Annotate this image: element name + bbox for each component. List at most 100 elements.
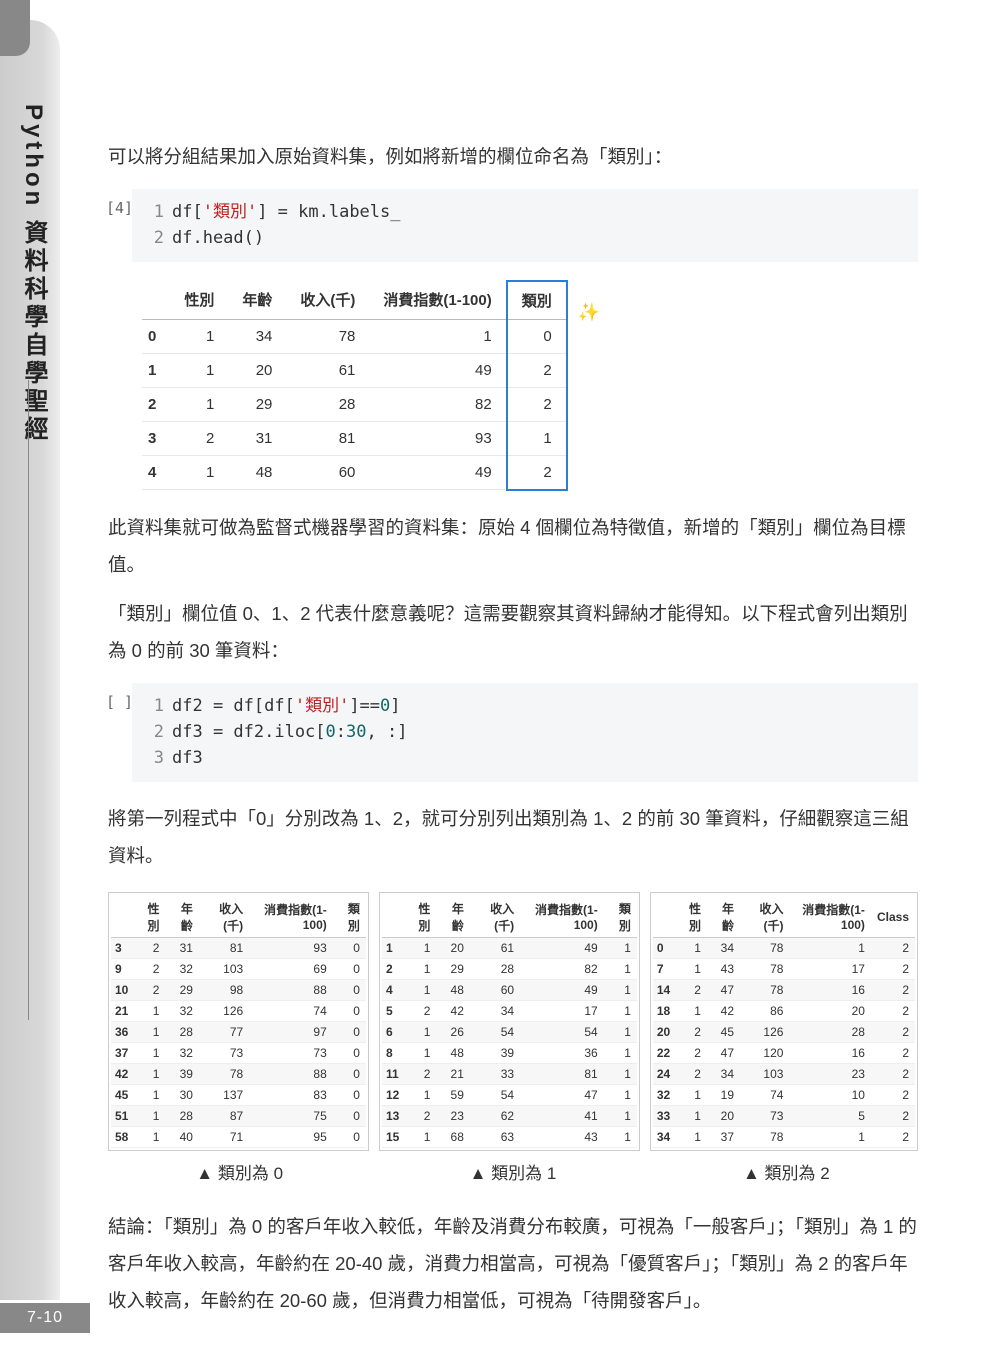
table-cell: 81 [199, 937, 249, 958]
table-cell: 1 [403, 937, 436, 958]
table-cell: 83 [249, 1084, 333, 1105]
table-cell: 78 [740, 937, 789, 958]
table-cell: 47 [707, 1042, 740, 1063]
table-cell: 2 [871, 1000, 915, 1021]
caption-class-1: 類別為 1 [381, 1159, 644, 1184]
table-cell: 4 [142, 455, 170, 490]
table-cell: 2 [871, 958, 915, 979]
table-cell: 49 [369, 455, 506, 490]
table-header: 收入(千) [286, 281, 369, 320]
table-cell: 42 [436, 1000, 469, 1021]
code-line: df3 [172, 748, 203, 768]
table-header: 年齡 [707, 897, 740, 938]
table-cell: 1 [132, 1063, 165, 1084]
table-cell: 45 [111, 1084, 132, 1105]
magic-wand-icon[interactable]: ✨ [578, 302, 600, 323]
table-cell: 59 [436, 1084, 469, 1105]
table-cell: 17 [520, 1000, 604, 1021]
table-header: 收入(千) [470, 897, 520, 938]
paragraph-2: 此資料集就可做為監督式機器學習的資料集：原始 4 個欄位為特徵值，新增的「類別」… [108, 509, 918, 583]
table-cell: 11 [382, 1063, 403, 1084]
table-cell: 36 [111, 1021, 132, 1042]
table-header: 類別 [604, 897, 637, 938]
table-cell: 1 [403, 1021, 436, 1042]
table-cell: 74 [249, 1000, 333, 1021]
table-cell: 48 [436, 979, 469, 1000]
table-header: 性別 [132, 897, 165, 938]
table-cell: 88 [249, 1063, 333, 1084]
table-header: 消費指數(1-100) [520, 897, 604, 938]
table-cell: 28 [165, 1021, 198, 1042]
table-cell: 28 [470, 958, 520, 979]
table-cell: 2 [132, 937, 165, 958]
table-cell: 2 [871, 1021, 915, 1042]
table-class-1: 性別年齡收入(千)消費指數(1-100)類別112061491212928821… [379, 892, 640, 1151]
table-header: 性別 [674, 897, 707, 938]
table-cell: 0 [333, 1000, 366, 1021]
table-cell: 1 [604, 979, 637, 1000]
table-cell: 23 [436, 1105, 469, 1126]
paragraph-conclusion: 結論：「類別」為 0 的客戶年收入較低，年齡及消費分布較廣，可視為「一般客戶」；… [108, 1208, 918, 1319]
table-cell: 33 [470, 1063, 520, 1084]
table-cell: 78 [286, 319, 369, 353]
table-cell: 12 [382, 1084, 403, 1105]
table-cell: 39 [165, 1063, 198, 1084]
table-cell: 31 [228, 421, 286, 455]
table-cell: 73 [199, 1042, 249, 1063]
table-cell: 62 [470, 1105, 520, 1126]
table-cell: 137 [199, 1084, 249, 1105]
table-cell: 1 [132, 1084, 165, 1105]
table-cell: 1 [132, 1021, 165, 1042]
table-cell: 4 [382, 979, 403, 1000]
table-cell: 2 [403, 1063, 436, 1084]
table-cell: 42 [707, 1000, 740, 1021]
table-cell: 87 [199, 1105, 249, 1126]
table-header: 年齡 [165, 897, 198, 938]
table-cell: 1 [403, 1042, 436, 1063]
paragraph-3: 「類別」欄位值 0、1、2 代表什麼意義呢？這需要觀察其資料歸納才能得知。以下程… [108, 595, 918, 669]
cell-execution-count: [4] [106, 197, 133, 220]
table-cell: 1 [382, 937, 403, 958]
table-header: 消費指數(1-100) [249, 897, 333, 938]
table-class-2: 性別年齡收入(千)消費指數(1-100)Class013478127143781… [650, 892, 918, 1151]
table-cell: 1 [674, 1084, 707, 1105]
table-cell: 39 [470, 1042, 520, 1063]
table-cell: 1 [132, 1000, 165, 1021]
table-cell: 2 [871, 1042, 915, 1063]
paragraph-4: 將第一列程式中「0」分別改為 1、2，就可分別列出類別為 1、2 的前 30 筆… [108, 800, 918, 874]
table-cell: 33 [653, 1105, 674, 1126]
table-cell: 24 [653, 1063, 674, 1084]
table-cell: 73 [249, 1042, 333, 1063]
table-cell: 2 [142, 387, 170, 421]
table-cell: 1 [674, 1126, 707, 1147]
table-cell: 2 [382, 958, 403, 979]
table-cell: 34 [470, 1000, 520, 1021]
table-cell: 41 [520, 1105, 604, 1126]
dataframe-table: 性別年齡收入(千)消費指數(1-100)類別013478101120614922… [142, 280, 568, 491]
table-cell: 8 [382, 1042, 403, 1063]
table-cell: 7 [653, 958, 674, 979]
table-cell: 34 [228, 319, 286, 353]
table-header: 年齡 [436, 897, 469, 938]
table-cell: 1 [604, 1021, 637, 1042]
table-cell: 29 [228, 387, 286, 421]
table-header [382, 897, 403, 938]
table-cell: 21 [436, 1063, 469, 1084]
table-cell: 73 [740, 1105, 789, 1126]
table-cell: 2 [674, 1042, 707, 1063]
code-line: df['類別'] = km.labels_ [172, 202, 401, 222]
paragraph-1: 可以將分組結果加入原始資料集，例如將新增的欄位命名為「類別」： [108, 138, 918, 175]
table-cell: 1 [674, 1000, 707, 1021]
table-cell: 78 [740, 1126, 789, 1147]
table-cell: 20 [707, 1105, 740, 1126]
table-cell: 54 [470, 1084, 520, 1105]
table-cell: 20 [228, 353, 286, 387]
table-cell: 34 [707, 1063, 740, 1084]
table-cell: 2 [507, 455, 567, 490]
table-cell: 45 [707, 1021, 740, 1042]
table-header [142, 281, 170, 320]
table-cell: 37 [111, 1042, 132, 1063]
table-cell: 20 [789, 1000, 870, 1021]
table-cell: 1 [132, 1126, 165, 1147]
table-cell: 15 [382, 1126, 403, 1147]
